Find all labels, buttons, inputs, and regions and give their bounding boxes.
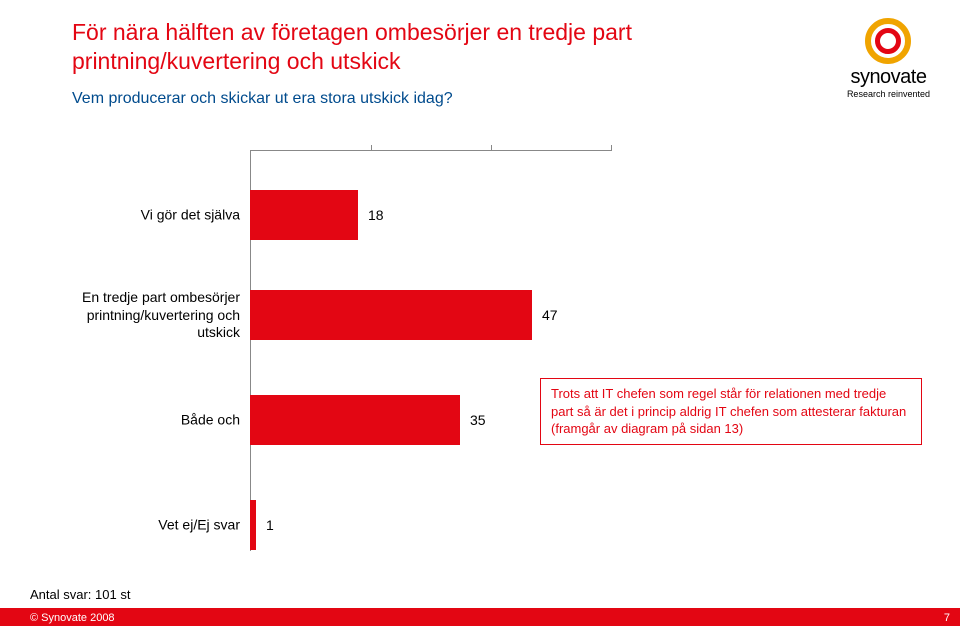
note-text: Trots att IT chefen som regel står för r… [551,386,906,436]
title-area: För nära hälften av företagen ombesörjer… [72,18,692,108]
chart-tick [611,145,612,151]
chart-row: Vet ej/Ej svar 1 [72,490,892,560]
chart-row-label: Vet ej/Ej svar [72,516,240,534]
note-box: Trots att IT chefen som regel står för r… [540,378,922,445]
chart-row: En tredje part ombesörjer printning/kuve… [72,280,892,350]
title-line-1: För nära hälften av företagen ombesörjer… [72,18,692,47]
chart-bar-value: 47 [542,307,558,323]
chart-bar-value: 35 [470,412,486,428]
page-number: 7 [944,612,950,624]
title-line-2: printning/kuvertering och utskick [72,47,692,76]
logo-name: synovate [847,66,930,89]
chart-row-label: En tredje part ombesörjer printning/kuve… [72,289,240,342]
slide: synovate Research reinvented För nära hä… [0,0,960,626]
logo-mark [865,18,911,64]
chart-bar-value: 18 [368,207,384,223]
sample-count: Antal svar: 101 st [30,587,130,602]
chart-bar [250,190,358,240]
chart-bar [250,395,460,445]
logo-tagline: Research reinvented [847,89,930,99]
subtitle: Vem producerar och skickar ut era stora … [72,90,692,108]
footer-bar: © Synovate 2008 7 [0,608,960,626]
chart-row: Vi gör det själva 18 [72,180,892,250]
footer-copyright: © Synovate 2008 [30,612,115,624]
chart-bar [250,290,532,340]
bar-chart: Vi gör det själva 18 En tredje part ombesö… [72,150,892,550]
chart-bar-value: 1 [266,517,274,533]
brand-logo: synovate Research reinvented [847,18,930,99]
chart-row-label: Vi gör det själva [72,206,240,224]
chart-row-label: Både och [72,411,240,429]
chart-bar [250,500,256,550]
chart-tick [371,145,372,151]
chart-tick [491,145,492,151]
